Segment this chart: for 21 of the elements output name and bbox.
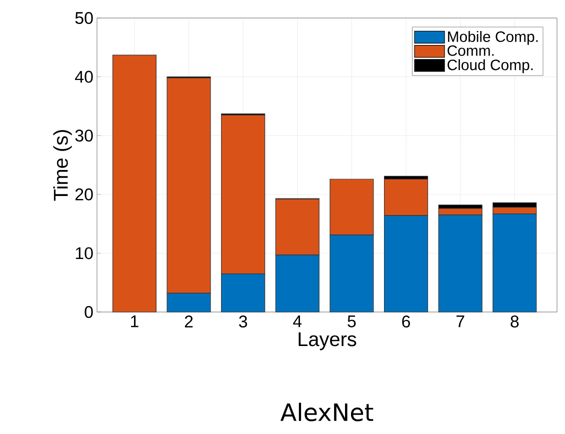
legend-label: Mobile Comp.	[448, 31, 538, 45]
y-tick-label: 20	[76, 188, 93, 200]
y-tick-label: 30	[75, 130, 93, 142]
x-tick-label: 6	[402, 316, 410, 328]
x-tick-label: 5	[348, 316, 356, 328]
legend-label: Comm.	[448, 45, 494, 56]
y-tick-label: 50	[75, 12, 93, 24]
text: AlexNet	[280, 402, 374, 422]
y-tick-label: 10	[76, 247, 93, 260]
y-axis-title: Time (s)	[53, 130, 72, 201]
x-axis-title: Layers	[298, 332, 356, 350]
x-tick-label: 7	[456, 316, 464, 328]
bar	[112, 54, 156, 312]
x-tick-label: 1	[131, 316, 138, 328]
x-tick-label: 3	[239, 316, 248, 328]
x-tick-label: 2	[184, 316, 193, 328]
y-tick-label: 40	[75, 70, 93, 83]
x-tick-label: 8	[510, 316, 519, 328]
y-tick-label: 0	[84, 306, 93, 318]
x-tick-label: 4	[293, 316, 302, 328]
legend-label: Cloud Comp.	[448, 59, 533, 74]
